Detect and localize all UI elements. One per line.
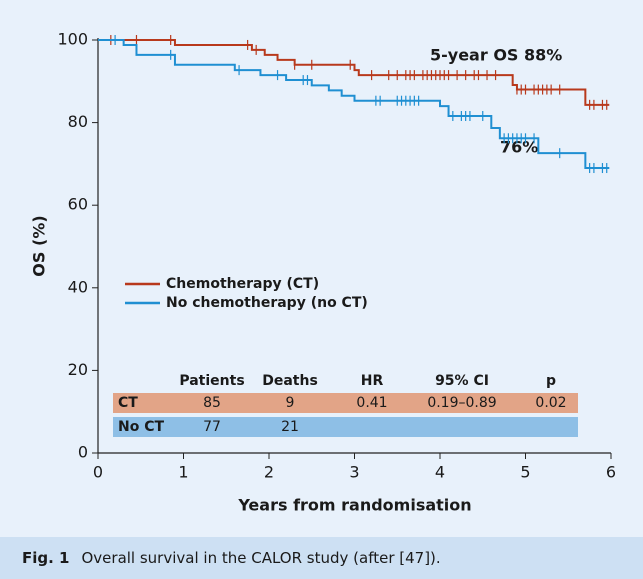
x-tick-label: 3 bbox=[349, 463, 359, 482]
table-header: HR bbox=[361, 373, 384, 389]
y-tick-label: 80 bbox=[68, 112, 88, 131]
survival-curve bbox=[98, 39, 610, 170]
table-header: p bbox=[546, 373, 556, 389]
table-row bbox=[113, 393, 578, 413]
y-axis-label: OS (%) bbox=[30, 215, 49, 276]
y-tick-label: 20 bbox=[68, 360, 88, 379]
legend-label: Chemotherapy (CT) bbox=[166, 276, 319, 292]
annotation: 5-year OS 88% bbox=[430, 46, 562, 65]
table-cell: 77 bbox=[203, 419, 221, 435]
x-tick-label: 1 bbox=[178, 463, 188, 482]
caption: Fig. 1 Overall survival in the CALOR stud… bbox=[0, 537, 643, 579]
x-tick-label: 4 bbox=[435, 463, 445, 482]
x-axis-label: Years from randomisation bbox=[237, 496, 471, 515]
table-cell: 0.19–0.89 bbox=[427, 395, 496, 411]
table-cell: 9 bbox=[286, 395, 295, 411]
x-tick-label: 6 bbox=[606, 463, 616, 482]
caption-text: Overall survival in the CALOR study (aft… bbox=[81, 549, 441, 567]
table-cell: 0.02 bbox=[535, 395, 566, 411]
chart: OS (%) Years from randomisation 5-year O… bbox=[30, 30, 617, 515]
x-tick-label: 2 bbox=[264, 463, 274, 482]
x-tick-label: 0 bbox=[93, 463, 103, 482]
table-row-label: No CT bbox=[118, 419, 164, 435]
table-cell: 85 bbox=[203, 395, 221, 411]
annotation: 76% bbox=[500, 138, 538, 157]
table-header: Patients bbox=[179, 373, 244, 389]
x-tick-label: 5 bbox=[520, 463, 530, 482]
y-tick-label: 100 bbox=[57, 30, 88, 49]
y-tick-label: 60 bbox=[68, 195, 88, 214]
legend-label: No chemotherapy (no CT) bbox=[166, 295, 368, 311]
y-tick-label: 0 bbox=[78, 443, 88, 462]
table-cell: 21 bbox=[281, 419, 299, 435]
table-header: 95% CI bbox=[435, 373, 489, 389]
table-cell: 0.41 bbox=[356, 395, 387, 411]
caption-label: Fig. 1 bbox=[22, 549, 70, 567]
table-header: Deaths bbox=[262, 373, 318, 389]
table-row bbox=[113, 417, 578, 437]
table-row-label: CT bbox=[118, 395, 138, 411]
y-tick-label: 40 bbox=[68, 277, 88, 296]
